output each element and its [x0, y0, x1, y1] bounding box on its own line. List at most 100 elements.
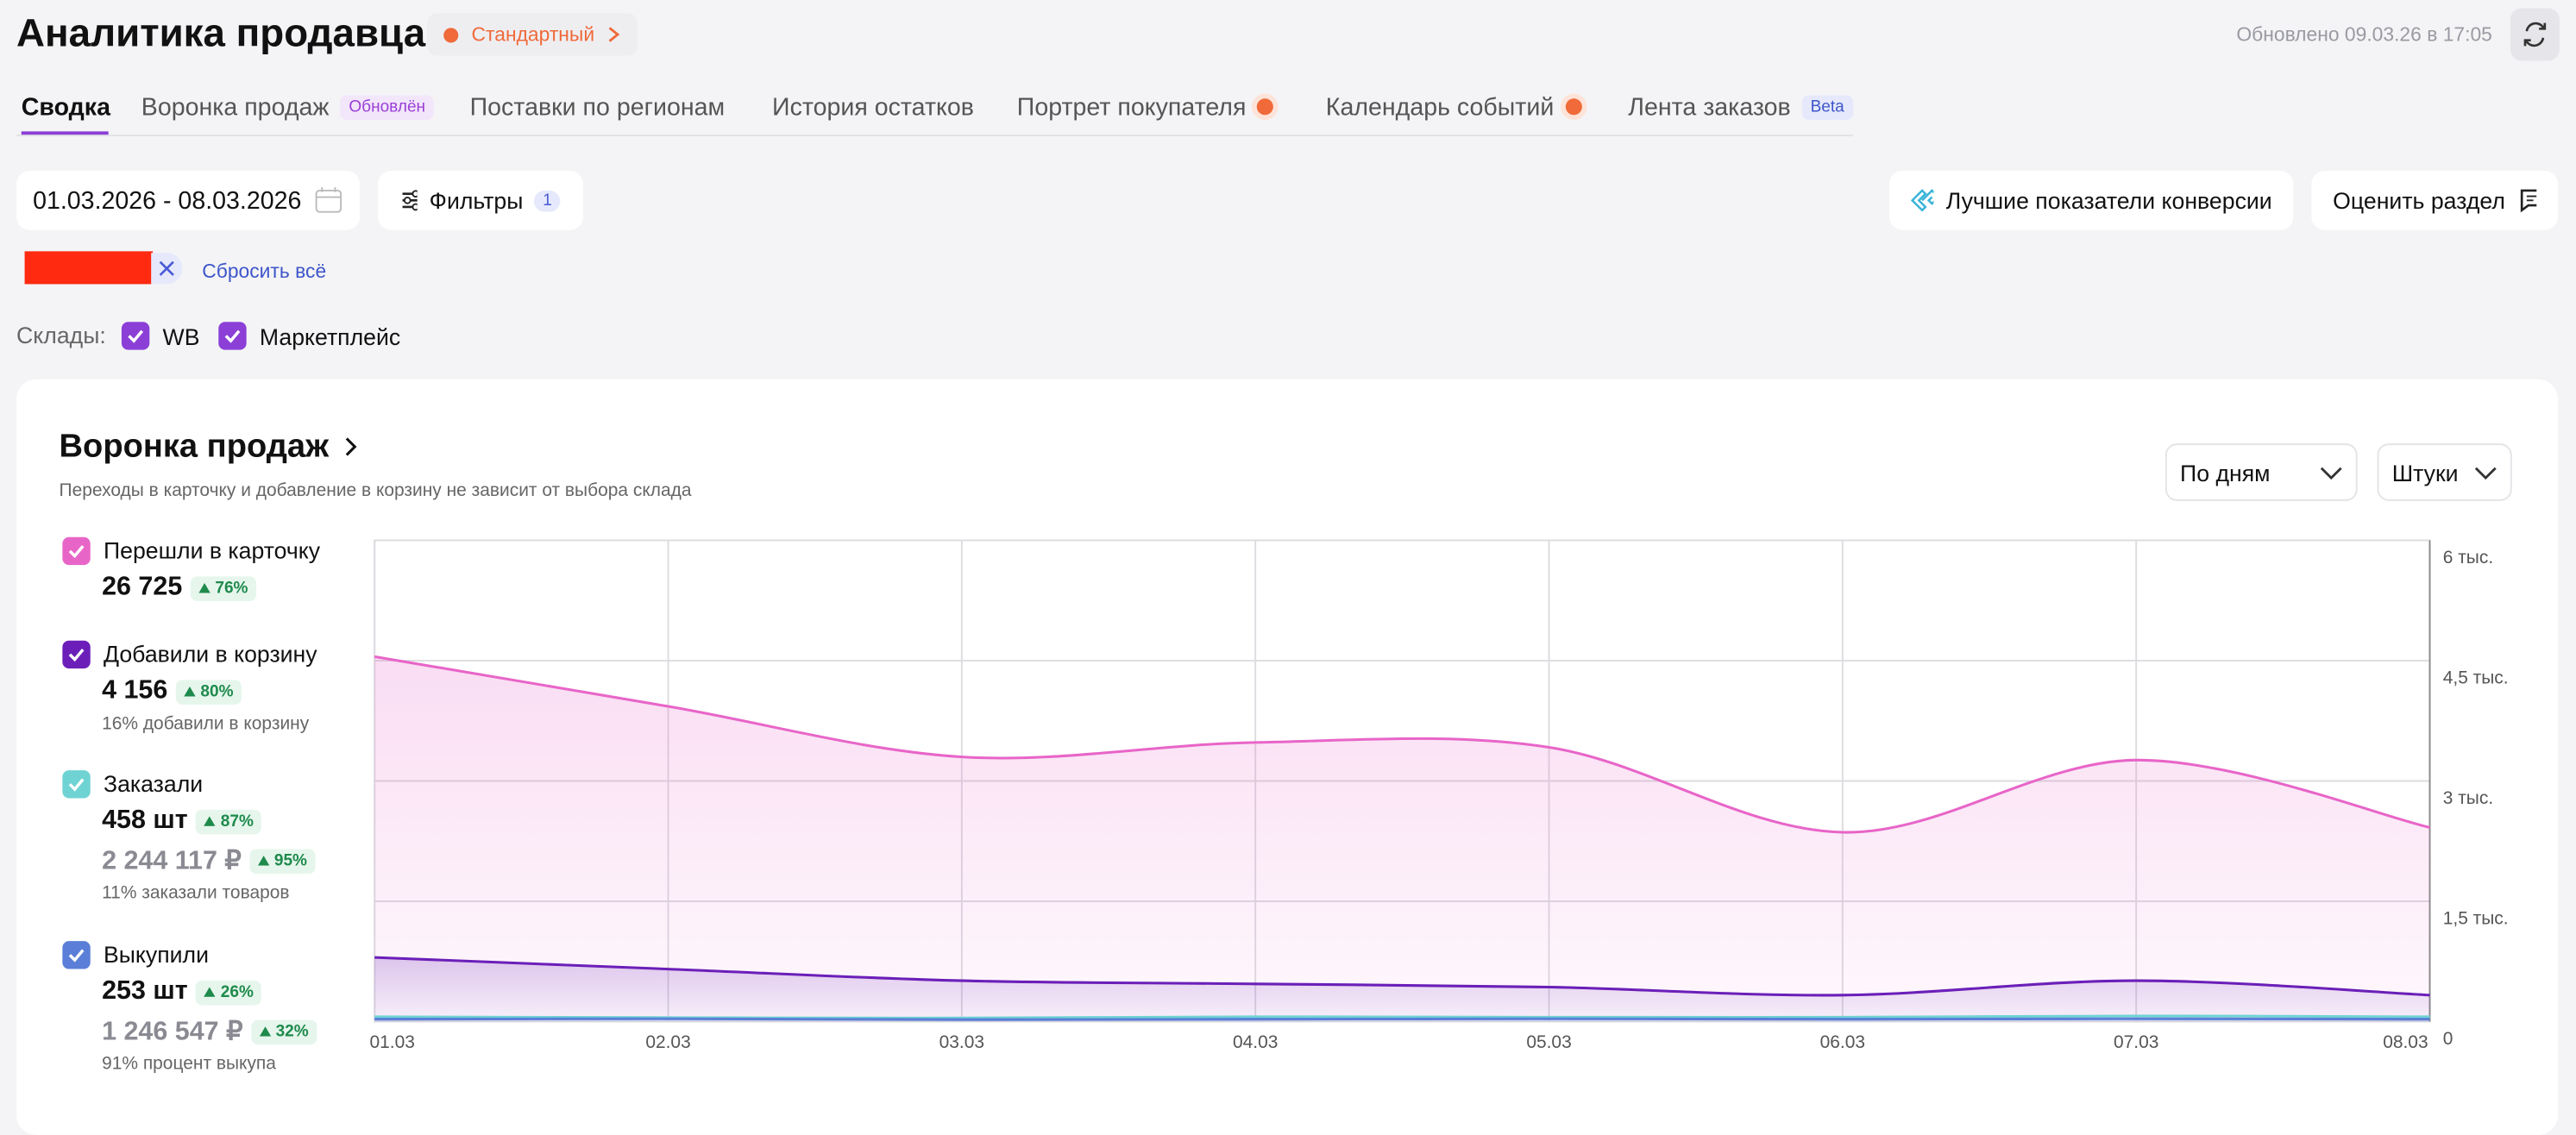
- metric-value: 26 725: [102, 573, 183, 601]
- metric-row: 1 246 547 ₽ 32%: [102, 1015, 317, 1048]
- conversion-icon: [1910, 189, 1933, 212]
- warehouse-option[interactable]: WB: [121, 322, 199, 350]
- metric-amount: 1 246 547 ₽: [102, 1018, 243, 1047]
- x-tick-label: 06.03: [1820, 1032, 1865, 1052]
- checkbox[interactable]: [121, 322, 150, 350]
- warehouse-name: Маркетплейс: [259, 323, 401, 349]
- filters-button[interactable]: Фильтры 1: [377, 171, 584, 230]
- tab-label: Поставки по регионам: [469, 92, 726, 121]
- metric-row: 253 шт 26%: [102, 975, 262, 1008]
- plan-label: Стандартный: [471, 22, 595, 47]
- change-badge: 87%: [196, 808, 262, 834]
- y-tick-label: 1,5 тыс.: [2443, 909, 2509, 929]
- funnel-header[interactable]: Воронка продаж: [60, 425, 359, 468]
- metric-note: 11% заказали товаров: [102, 883, 290, 904]
- reset-link[interactable]: Сбросить всё: [202, 259, 327, 283]
- unit-label: Штуки: [2391, 459, 2459, 486]
- x-tick-label: 02.03: [645, 1032, 690, 1052]
- date-picker[interactable]: 01.03.2026 - 08.03.2026: [16, 171, 361, 230]
- series-line: [374, 956, 2430, 997]
- period-label: По дням: [2180, 459, 2271, 486]
- filters-label: Фильтры: [429, 187, 524, 214]
- checkbox[interactable]: [62, 639, 91, 668]
- tab-dot: [1565, 98, 1582, 116]
- change-badge: 76%: [190, 575, 256, 601]
- x-tick-label: 01.03: [369, 1032, 414, 1052]
- legend-entry[interactable]: Заказали: [62, 768, 203, 798]
- checkbox[interactable]: [218, 322, 247, 350]
- metric-value: 4 156: [102, 676, 168, 705]
- checkbox[interactable]: [62, 536, 91, 565]
- rate-button[interactable]: Оценить раздел: [2311, 171, 2559, 230]
- warehouse-option[interactable]: Маркетплейс: [218, 322, 401, 350]
- x-tick-label: 03.03: [939, 1032, 984, 1052]
- change-value: 32%: [275, 1022, 309, 1041]
- up-arrow: [257, 856, 270, 866]
- up-arrow: [198, 583, 210, 593]
- change-value: 26%: [220, 982, 254, 1001]
- tab-tag: Обновлён: [340, 94, 434, 120]
- tab[interactable]: Календарь событий: [1326, 91, 1582, 123]
- tab[interactable]: Поставки по регионам: [470, 91, 726, 123]
- tab-label: Лента заказов: [1628, 92, 1791, 121]
- up-arrow: [259, 1026, 271, 1037]
- active-tab-indicator: [21, 131, 109, 135]
- period-select[interactable]: По дням: [2164, 443, 2358, 501]
- change-value: 95%: [273, 851, 307, 870]
- y-tick-label: 4,5 тыс.: [2443, 668, 2509, 688]
- metric-row: 26 725 76%: [102, 572, 256, 605]
- refresh-icon: [2523, 22, 2547, 47]
- check-icon: [224, 329, 241, 343]
- tabs-divider: [16, 135, 1854, 137]
- tab[interactable]: Портрет покупателя: [1017, 91, 1274, 123]
- change-badge: 80%: [175, 679, 242, 705]
- unit-select[interactable]: Штуки: [2377, 443, 2512, 501]
- check-icon: [68, 544, 85, 558]
- x-tick-label: 05.03: [1526, 1032, 1571, 1052]
- y-tick-label: 0: [2443, 1029, 2453, 1049]
- funnel-subtitle: Переходы в карточку и добавление в корзи…: [59, 480, 692, 501]
- change-badge: 32%: [251, 1019, 317, 1044]
- filters-icon: [402, 190, 418, 211]
- dropdown-icon: [2474, 466, 2497, 480]
- tab-label: Сводка: [21, 92, 110, 121]
- plan-dot: [443, 27, 459, 42]
- tab[interactable]: Воронка продаж Обновлён: [141, 91, 434, 123]
- legend-label: Перешли в карточку: [103, 536, 321, 564]
- best-conversion-button[interactable]: Лучшие показатели конверсии: [1888, 171, 2294, 230]
- change-badge: 95%: [249, 848, 316, 874]
- page-title: Аналитика продавца: [16, 11, 426, 56]
- check-icon: [68, 948, 85, 962]
- plan-badge[interactable]: Стандартный: [427, 13, 638, 56]
- tab-dot: [1257, 98, 1274, 116]
- tab[interactable]: История остатков: [772, 91, 974, 123]
- x-tick-label: 08.03: [2383, 1032, 2428, 1052]
- legend-entry[interactable]: Выкупили: [62, 939, 209, 969]
- comment-icon: [2520, 189, 2537, 213]
- check-icon: [68, 777, 85, 791]
- up-arrow: [204, 987, 217, 997]
- checkbox[interactable]: [62, 940, 91, 969]
- tab[interactable]: Сводка: [22, 91, 110, 123]
- legend-entry[interactable]: Перешли в карточку: [62, 536, 320, 565]
- chevron: [608, 27, 620, 42]
- change-badge: 26%: [196, 979, 262, 1005]
- metric-row: 4 156 80%: [102, 675, 242, 708]
- refresh-button[interactable]: [2510, 8, 2560, 61]
- tab[interactable]: Лента заказов Beta: [1628, 91, 1853, 123]
- tab-tag: Beta: [1802, 94, 1853, 120]
- metric-value: 253 шт: [102, 977, 188, 1006]
- series-area: [374, 957, 2430, 1022]
- date-range: 01.03.2026 - 08.03.2026: [33, 186, 302, 215]
- rate-label: Оценить раздел: [2333, 187, 2505, 214]
- series-line: [374, 655, 2430, 834]
- checkbox[interactable]: [62, 769, 91, 798]
- remove-filter[interactable]: [151, 253, 183, 285]
- legend-entry[interactable]: Добавили в корзину: [62, 639, 317, 668]
- filters-count: 1: [534, 189, 561, 211]
- close-icon: [159, 260, 174, 276]
